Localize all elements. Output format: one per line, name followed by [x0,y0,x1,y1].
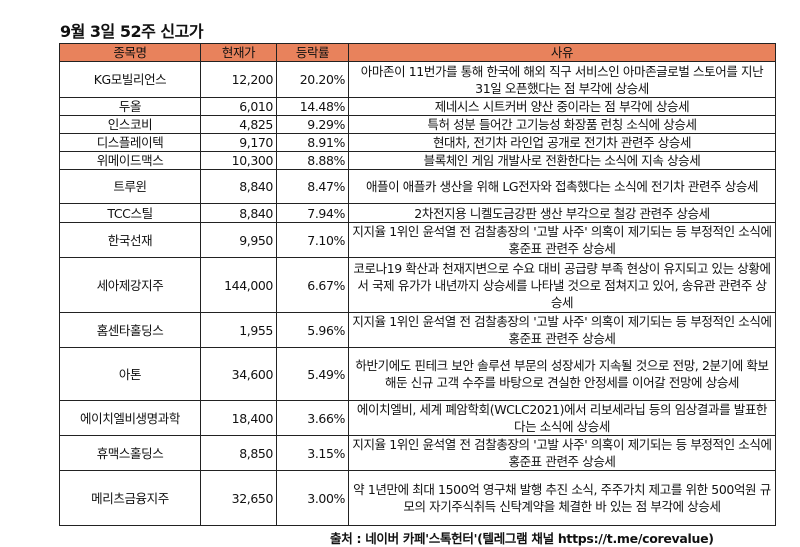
change-rate: 8.47% [276,169,349,204]
current-price: 34,600 [200,347,277,401]
change-rate: 3.66% [276,400,349,436]
stock-name: KG모빌리언스 [59,61,201,98]
table-row: 아톤 34,600 5.49% 하반기에도 핀테크 보안 솔루션 부문의 성장세가 지… [59,347,776,401]
table-row: 메리츠금융지주 32,650 3.00% 약 1년만에 최대 1500억 영구채 발행… [59,470,776,526]
table-row: 에이치엘비생명과학 18,400 3.66% 에이치엘비, 세계 폐암학회(WCLC2… [59,400,776,436]
stock-name: 인스코비 [59,115,201,134]
stock-name: 아톤 [59,347,201,401]
stock-name: 디스플레이텍 [59,133,201,152]
reason-text: 현대차, 전기차 라인업 공개로 전기차 관련주 상승세 [348,133,776,152]
reason-text: 에이치엘비, 세계 폐암학회(WCLC2021)에서 리보세라닙 등의 임상결과… [348,400,776,436]
stock-name: 한국선재 [59,222,201,258]
current-price: 1,955 [200,312,277,348]
change-rate: 20.20% [276,61,349,98]
table-row: KG모빌리언스 12,200 20.20% 아마존이 11번가를 통해 한국에 해외 … [59,61,776,98]
header-reason: 사유 [348,43,776,62]
reason-text: 지지율 1위인 윤석열 전 검찰총장의 '고발 사주' 의혹이 제기되는 등 부… [348,312,776,348]
change-rate: 14.48% [276,97,349,116]
change-rate: 7.10% [276,222,349,258]
current-price: 9,170 [200,133,277,152]
change-rate: 3.00% [276,470,349,526]
current-price: 8,850 [200,435,277,471]
current-price: 32,650 [200,470,277,526]
stock-name: 트루윈 [59,169,201,204]
current-price: 18,400 [200,400,277,436]
table-row: 홈센타홀딩스 1,955 5.96% 지지율 1위인 윤석열 전 검찰총장의 '고발 … [59,312,776,348]
current-price: 9,950 [200,222,277,258]
stock-name: 세아제강지주 [59,257,201,313]
header-price: 현재가 [200,43,277,62]
current-price: 6,010 [200,97,277,116]
change-rate: 5.96% [276,312,349,348]
table-row: 디스플레이텍 9,170 8.91% 현대차, 전기차 라인업 공개로 전기차 관련주… [59,133,776,152]
current-price: 8,840 [200,169,277,204]
table-row: 트루윈 8,840 8.47% 애플이 애플카 생산을 위해 LG전자와 접촉했다는 … [59,169,776,204]
stock-name: TCC스틸 [59,203,201,223]
source-note: 출처 : 네이버 카페'스톡헌터'(텔레그램 채널 https://t.me/c… [330,531,714,546]
table-header-row: 종목명 현재가 등락률 사유 [59,43,776,62]
reason-text: 특허 성분 들어간 고기능성 화장품 런칭 소식에 상승세 [348,115,776,134]
reason-text: 2차전지용 니켈도금강판 생산 부각으로 철강 관련주 상승세 [348,203,776,223]
header-name: 종목명 [59,43,201,62]
reason-text: 아마존이 11번가를 통해 한국에 해외 직구 서비스인 아마존글로벌 스토어를… [348,61,776,98]
header-change: 등락률 [276,43,349,62]
stock-name: 위메이드맥스 [59,151,201,170]
table-row: 두올 6,010 14.48% 제네시스 시트커버 양산 중이라는 점 부각에 상승세 [59,97,776,116]
stock-name: 홈센타홀딩스 [59,312,201,348]
stock-name: 휴맥스홀딩스 [59,435,201,471]
current-price: 4,825 [200,115,277,134]
change-rate: 8.88% [276,151,349,170]
change-rate: 6.67% [276,257,349,313]
reason-text: 약 1년만에 최대 1500억 영구채 발행 추진 소식, 주주가치 제고를 위… [348,470,776,526]
table-row: 위메이드맥스 10,300 8.88% 블록체인 게임 개발사로 전환한다는 소식에 … [59,151,776,170]
change-rate: 3.15% [276,435,349,471]
change-rate: 5.49% [276,347,349,401]
reason-text: 하반기에도 핀테크 보안 솔루션 부문의 성장세가 지속될 것으로 전망, 2분… [348,347,776,401]
page-title: 9월 3일 52주 신고가 [60,22,204,41]
reason-text: 코로나19 확산과 천재지변으로 수요 대비 공급량 부족 현상이 유지되고 있… [348,257,776,313]
current-price: 8,840 [200,203,277,223]
table-row: TCC스틸 8,840 7.94% 2차전지용 니켈도금강판 생산 부각으로 철강 관… [59,203,776,223]
reason-text: 블록체인 게임 개발사로 전환한다는 소식에 지속 상승세 [348,151,776,170]
stock-name: 두올 [59,97,201,116]
reason-text: 애플이 애플카 생산을 위해 LG전자와 접촉했다는 소식에 전기차 관련주 상… [348,169,776,204]
table-row: 인스코비 4,825 9.29% 특허 성분 들어간 고기능성 화장품 런칭 소식에 … [59,115,776,134]
change-rate: 8.91% [276,133,349,152]
stock-name: 에이치엘비생명과학 [59,400,201,436]
change-rate: 9.29% [276,115,349,134]
stock-name: 메리츠금융지주 [59,470,201,526]
change-rate: 7.94% [276,203,349,223]
new-high-table: 종목명 현재가 등락률 사유 KG모빌리언스 12,200 20.20% 아마존이 1… [59,43,776,526]
current-price: 12,200 [200,61,277,98]
table-row: 한국선재 9,950 7.10% 지지율 1위인 윤석열 전 검찰총장의 '고발 사주… [59,222,776,258]
current-price: 144,000 [200,257,277,313]
table-row: 세아제강지주 144,000 6.67% 코로나19 확산과 천재지변으로 수요 대비… [59,257,776,313]
reason-text: 지지율 1위인 윤석열 전 검찰총장의 '고발 사주' 의혹이 제기되는 등 부… [348,222,776,258]
current-price: 10,300 [200,151,277,170]
reason-text: 지지율 1위인 윤석열 전 검찰총장의 '고발 사주' 의혹이 제기되는 등 부… [348,435,776,471]
reason-text: 제네시스 시트커버 양산 중이라는 점 부각에 상승세 [348,97,776,116]
table-row: 휴맥스홀딩스 8,850 3.15% 지지율 1위인 윤석열 전 검찰총장의 '고발 … [59,435,776,471]
